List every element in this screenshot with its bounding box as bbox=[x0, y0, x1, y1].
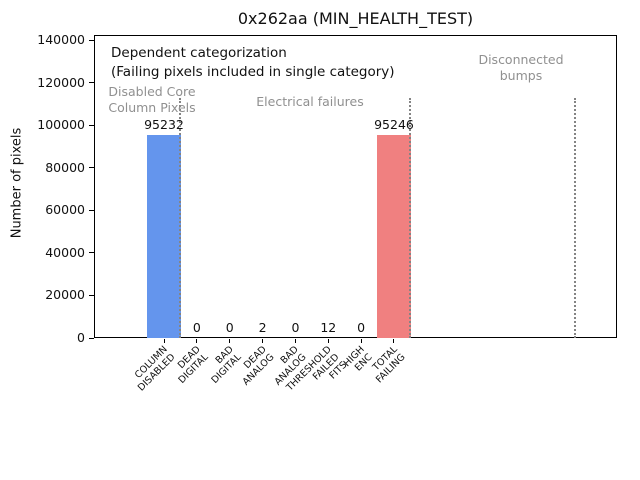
bar-value-label: 12 bbox=[320, 320, 337, 335]
y-tick-mark bbox=[89, 337, 94, 339]
chart-title: 0x262aa (MIN_HEALTH_TEST) bbox=[237, 9, 474, 28]
section-label: Disabled Core Column Pixels bbox=[108, 84, 196, 115]
y-tick-label: 140000 bbox=[37, 32, 85, 47]
x-tick-mark bbox=[327, 339, 329, 343]
y-tick-mark bbox=[89, 167, 94, 169]
bar-value-label: 2 bbox=[258, 320, 267, 335]
y-tick-mark bbox=[89, 294, 94, 296]
y-tick-label: 20000 bbox=[45, 287, 85, 303]
bar-value-label: 0 bbox=[225, 320, 234, 335]
y-tick-mark bbox=[89, 209, 94, 211]
annotation-failing-pixels-note: (Failing pixels included in single categ… bbox=[111, 64, 395, 80]
bar-value-label: 0 bbox=[291, 320, 300, 335]
y-tick-mark bbox=[89, 82, 94, 84]
x-tick-mark bbox=[196, 339, 198, 343]
bar-value-label: 95232 bbox=[144, 117, 184, 132]
section-label: Disconnected bumps bbox=[478, 52, 564, 83]
bar bbox=[376, 135, 411, 338]
bar-value-label: 0 bbox=[357, 320, 366, 335]
section-divider-line bbox=[179, 98, 182, 338]
section-label: Electrical failures bbox=[256, 94, 364, 109]
bar-value-label: 0 bbox=[192, 320, 201, 335]
x-tick-mark bbox=[360, 339, 362, 343]
annotation-dependent-categorization: Dependent categorization bbox=[111, 45, 287, 61]
y-tick-label: 80000 bbox=[45, 159, 85, 175]
x-tick-mark bbox=[229, 339, 231, 343]
x-tick-mark bbox=[163, 339, 165, 343]
plot-area bbox=[94, 35, 617, 338]
bar-value-label: 95246 bbox=[374, 117, 414, 132]
bar bbox=[147, 135, 181, 338]
y-axis-label: Number of pixels bbox=[9, 127, 25, 239]
y-tick-label: 40000 bbox=[45, 244, 85, 260]
section-divider-line bbox=[409, 98, 412, 338]
y-tick-label: 60000 bbox=[45, 202, 85, 218]
y-tick-mark bbox=[89, 124, 94, 126]
x-tick-mark bbox=[393, 339, 395, 343]
x-tick-mark bbox=[294, 339, 296, 343]
section-divider-line bbox=[573, 98, 576, 338]
y-tick-label: 120000 bbox=[37, 74, 85, 90]
y-tick-mark bbox=[89, 39, 94, 41]
y-tick-label: 0 bbox=[77, 330, 85, 345]
y-tick-label: 100000 bbox=[37, 117, 85, 133]
y-tick-mark bbox=[89, 252, 94, 254]
x-tick-mark bbox=[262, 339, 264, 343]
